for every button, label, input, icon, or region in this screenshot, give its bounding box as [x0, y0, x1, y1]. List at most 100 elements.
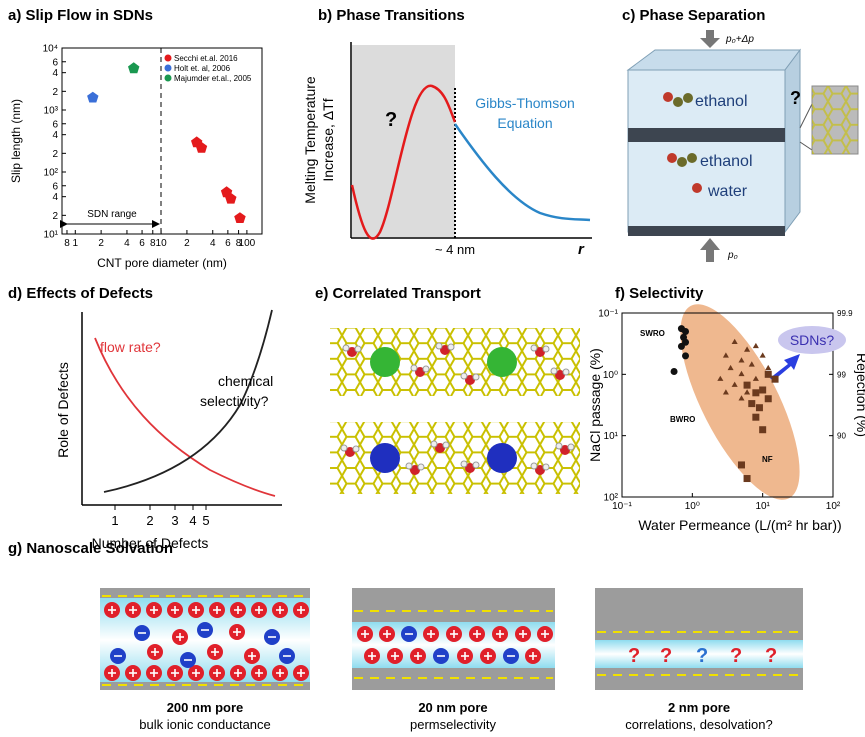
question-mark: ? — [730, 645, 742, 667]
y-tick-label: 6 — [52, 57, 58, 68]
curve-label: chemical — [218, 373, 273, 389]
tick-label: 5 — [202, 513, 209, 528]
curve — [455, 124, 590, 220]
y-tick-label: 2 — [52, 87, 58, 98]
tick-label: 3 — [171, 513, 178, 528]
water-h — [353, 446, 359, 452]
ion — [370, 443, 400, 473]
point — [765, 395, 772, 402]
y2-axis-label: Rejection (%) — [854, 353, 865, 437]
x-tick-label: 6 — [139, 238, 145, 249]
legend-label: Secchi et.al. 2016 — [174, 54, 238, 63]
pore-caption: permselectivity — [410, 717, 496, 732]
connector — [800, 142, 812, 150]
x-tick-label: 8 — [64, 238, 70, 249]
y2-tick-label: 90 — [837, 432, 846, 441]
point — [765, 371, 772, 378]
panel-title: e) Correlated Transport — [315, 285, 481, 302]
pore-caption: correlations, desolvation? — [625, 717, 772, 732]
y-tick-label: 10⁰ — [603, 370, 618, 381]
point — [752, 389, 759, 396]
water-h — [423, 366, 429, 372]
y-tick-label: 4 — [52, 130, 58, 141]
base — [628, 226, 785, 236]
panel-title: c) Phase Separation — [622, 7, 765, 24]
point — [165, 65, 172, 72]
molecule — [692, 183, 702, 193]
point — [748, 400, 755, 407]
point — [744, 475, 751, 482]
nanotube-icon — [812, 86, 858, 154]
water-h — [406, 463, 412, 469]
point — [165, 75, 172, 82]
point — [128, 62, 139, 73]
point — [756, 404, 763, 411]
pressure-arrow — [700, 30, 720, 48]
figure: a) Slip Flow in SDNs SDN range CNT pore … — [0, 0, 865, 737]
point — [760, 352, 766, 357]
pore-size: 2 nm pore — [668, 700, 730, 715]
y-tick-label: 10² — [604, 493, 619, 504]
x-tick-label: 6 — [225, 238, 231, 249]
water-h — [556, 443, 562, 449]
water-h — [343, 345, 349, 351]
y-tick-label: 2 — [52, 211, 58, 222]
membrane — [628, 128, 785, 142]
y-tick-label: 10¹ — [604, 431, 619, 442]
box-top — [628, 50, 800, 70]
point — [759, 386, 766, 393]
x-tick-label: 100 — [239, 238, 256, 249]
series-label: NF — [762, 455, 773, 464]
point — [738, 461, 745, 468]
y-tick-label: 2 — [52, 149, 58, 160]
y-axis-label: Role of Defects — [55, 362, 71, 458]
nanotube — [330, 328, 580, 396]
question-mark: ? — [765, 645, 777, 667]
curve-label: selectivity? — [200, 393, 269, 409]
y2-tick-label: 99 — [837, 370, 846, 379]
point — [234, 212, 246, 223]
x-tick-label: 10⁰ — [685, 501, 700, 512]
point — [753, 343, 759, 348]
point — [671, 368, 678, 375]
y-tick-label: 10⁴ — [43, 44, 58, 55]
pore-size: 200 nm pore — [167, 700, 244, 715]
point — [87, 92, 98, 103]
ion — [487, 347, 517, 377]
water-h — [531, 345, 537, 351]
y-axis-label: Slip length (nm) — [9, 99, 23, 183]
y-axis-label: NaCl passage (%) — [587, 348, 603, 462]
pressure-label: p₀+Δp — [725, 34, 754, 45]
curve — [95, 338, 275, 496]
panel-title: f) Selectivity — [615, 285, 704, 302]
y-tick-label: 6 — [52, 181, 58, 192]
x-tick-label: 2 — [184, 238, 190, 249]
pressure-arrow — [700, 238, 720, 262]
water-h — [461, 373, 467, 379]
label: water — [707, 183, 748, 200]
x-axis-label: r — [578, 241, 585, 258]
legend-label: Majumder et.al., 2005 — [174, 74, 252, 83]
x-tick-label: 4 — [210, 238, 216, 249]
x-annotation: ~ 4 nm — [435, 242, 475, 257]
panel-title: g) Nanoscale Solvation — [8, 540, 173, 557]
series-label: BWRO — [670, 415, 695, 424]
series-label: SWRO — [640, 329, 665, 338]
point — [759, 426, 766, 433]
curve-label: Gibbs-Thomson — [475, 95, 575, 111]
region — [657, 289, 823, 516]
y-axis-label: Melting Temperature — [302, 76, 318, 204]
label: ethanol — [700, 153, 753, 170]
tick-label: 1 — [111, 513, 118, 528]
pore-size: 20 nm pore — [418, 700, 487, 715]
tick-label: 2 — [146, 513, 153, 528]
water-h — [431, 441, 437, 447]
ion — [487, 443, 517, 473]
label: ethanol — [695, 93, 748, 110]
question-mark: ? — [628, 645, 640, 667]
point — [744, 382, 751, 389]
point — [165, 55, 172, 62]
water-h — [473, 462, 479, 468]
y-tick-label: 6 — [52, 119, 58, 130]
water-h — [341, 445, 347, 451]
